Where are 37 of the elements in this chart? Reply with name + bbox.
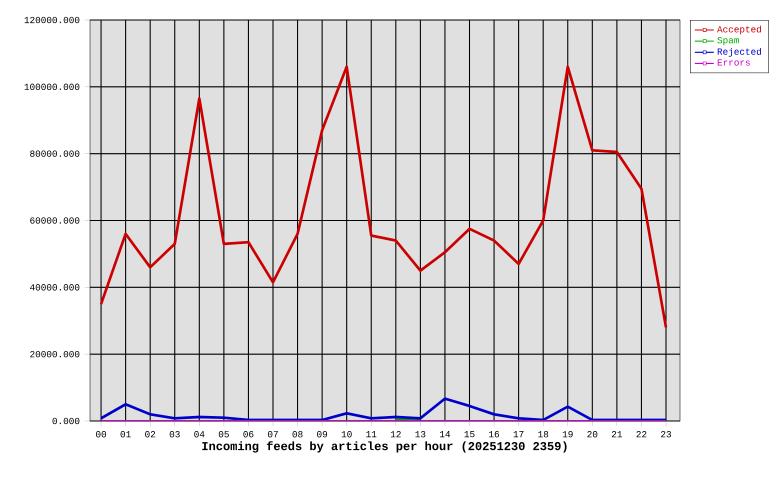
x-tick-label: 07	[268, 431, 278, 438]
x-tick-label: 11	[366, 431, 376, 438]
y-tick-label: 0.000	[52, 418, 80, 424]
legend-label: Accepted	[717, 26, 761, 34]
y-tick-label: 100000.000	[24, 84, 80, 90]
y-tick-label: 40000.000	[30, 284, 80, 290]
x-tick-label: 13	[415, 431, 426, 438]
y-tick-label: 20000.000	[30, 351, 80, 358]
y-tick-label: 80000.000	[30, 150, 80, 157]
x-tick-label: 06	[243, 431, 254, 438]
legend-label: Rejected	[718, 48, 761, 57]
x-tick-label: 21	[612, 431, 622, 438]
x-tick-label: 05	[218, 431, 229, 438]
x-tick-label: 23	[661, 431, 671, 438]
x-tick-label: 15	[464, 431, 474, 438]
x-tick-label: 00	[96, 431, 106, 438]
legend-label: Spam	[717, 37, 739, 46]
x-tick-label: 01	[120, 431, 131, 438]
x-tick-label: 02	[145, 431, 156, 438]
x-tick-label: 18	[538, 431, 548, 438]
x-tick-label: 12	[390, 431, 401, 438]
x-tick-label: 19	[562, 431, 573, 438]
x-tick-label: 20	[587, 431, 598, 438]
y-tick-label: 60000.000	[30, 217, 80, 224]
x-axis-title: Incoming feeds by articles per hour (20251230 2359)	[202, 441, 567, 453]
x-tick-label: 17	[514, 431, 524, 438]
legend-label: Errors	[718, 59, 750, 66]
x-tick-label: 03	[170, 431, 180, 438]
x-tick-label: 10	[342, 431, 352, 438]
x-tick-label: 09	[317, 431, 328, 438]
x-tick-label: 04	[194, 431, 204, 438]
x-tick-label: 22	[636, 431, 646, 438]
y-tick-label: 120000.000	[24, 16, 80, 24]
x-tick-label: 14	[440, 431, 450, 438]
x-tick-label: 08	[292, 431, 303, 438]
line-series	[100, 65, 668, 329]
x-tick-label: 16	[489, 431, 500, 438]
